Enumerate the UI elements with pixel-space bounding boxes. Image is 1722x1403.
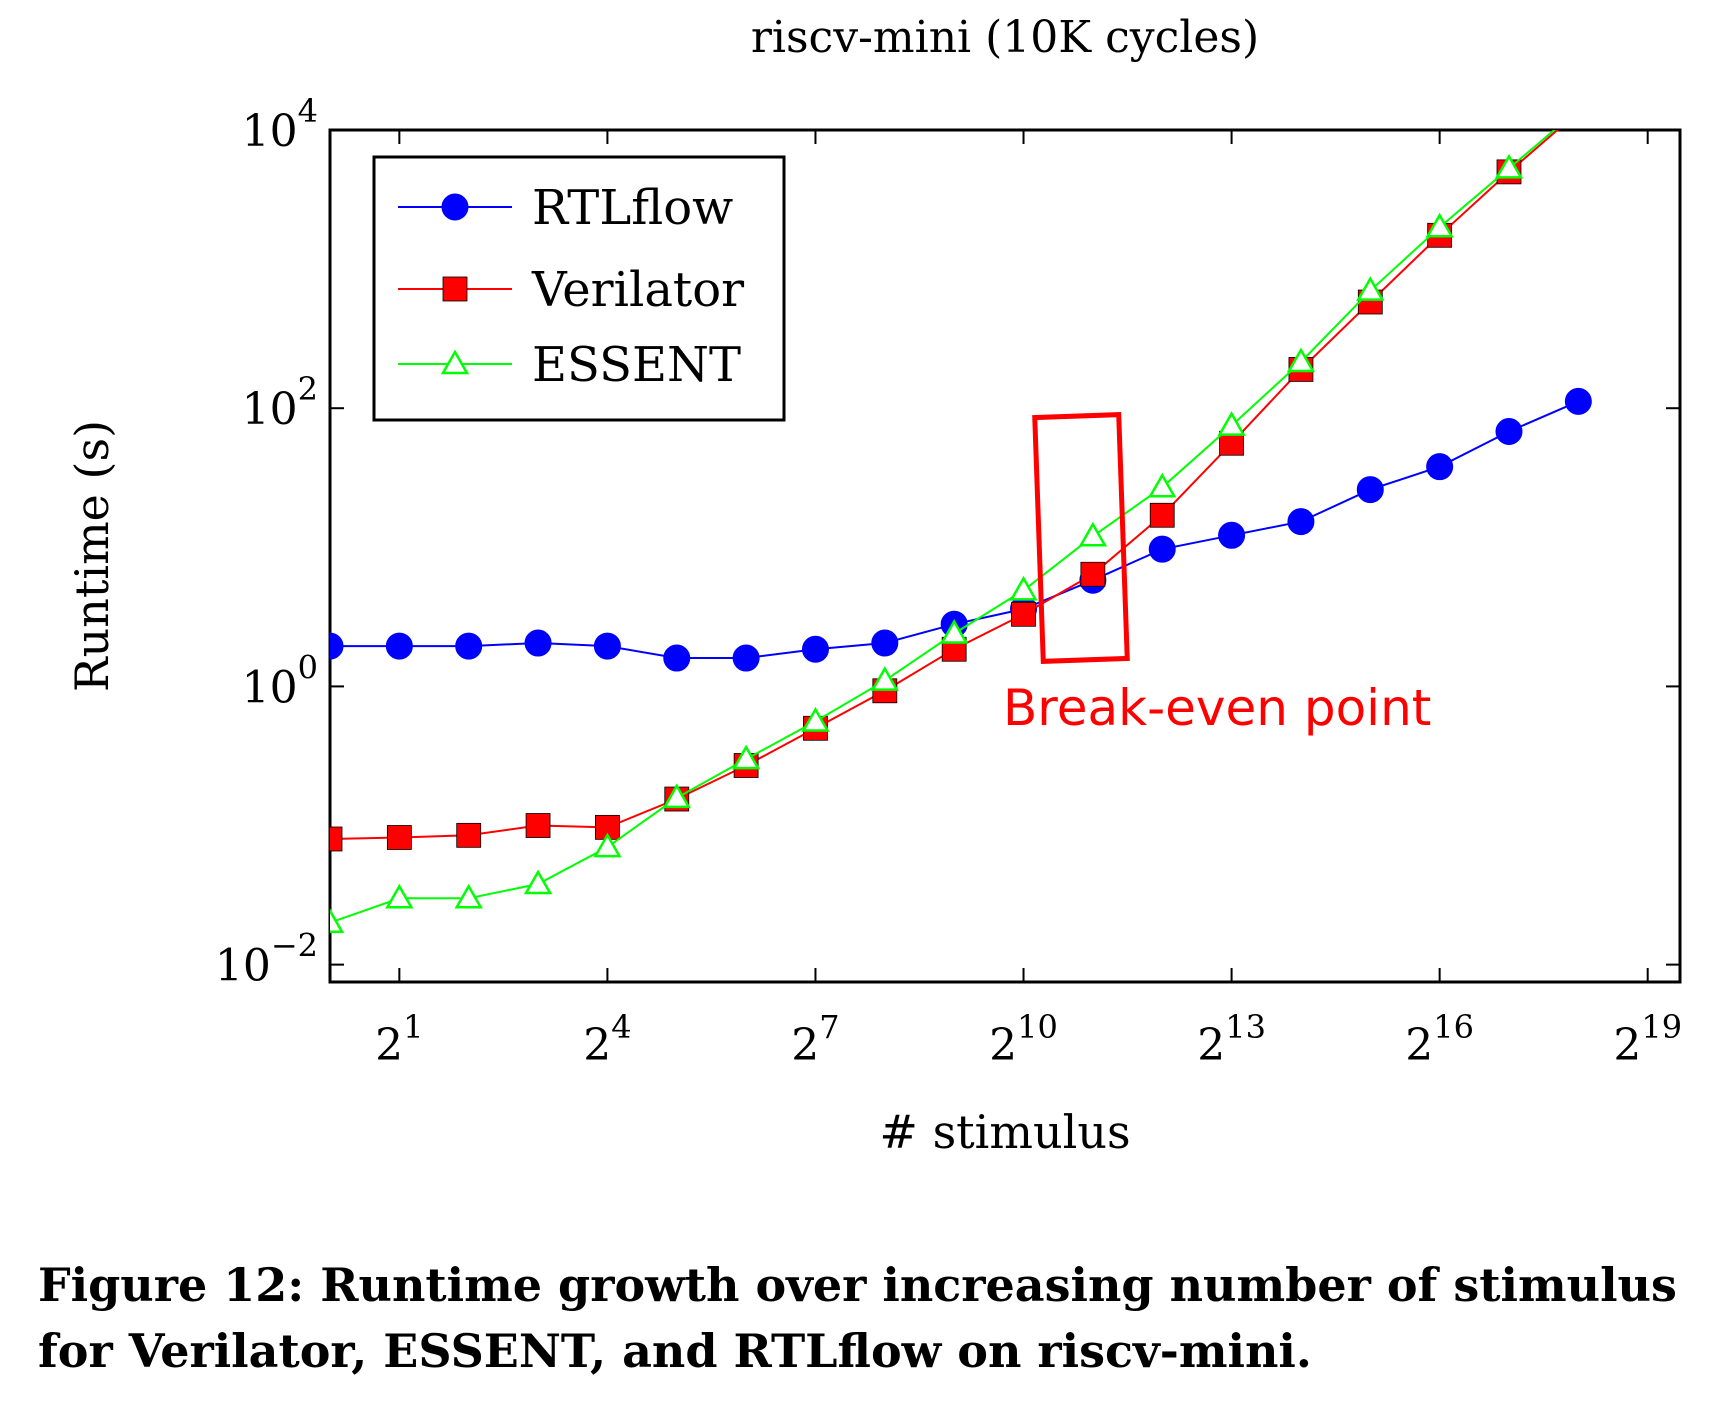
y-tick-label: 10−2 [215,927,318,992]
x-tick-exp: 19 [1641,1008,1682,1046]
x-tick-base: 2 [583,1020,611,1071]
data-point [385,632,413,660]
y-axis-label: Runtime (s) [65,420,119,692]
plot-area [328,128,1682,984]
y-tick-exp: −2 [271,927,318,965]
data-point [330,826,343,852]
x-tick-base: 2 [1197,1020,1225,1071]
data-point [593,632,621,660]
x-tick-label: 219 [1613,1008,1682,1071]
data-point [940,619,969,644]
data-point [1494,153,1524,179]
data-point [386,825,412,850]
legend-label: ESSENT [532,337,741,393]
break-even-box [1032,412,1130,664]
y-tick-label: 104 [242,92,318,157]
y-tick-exp: 2 [298,370,318,408]
data-point [454,883,483,909]
figure-caption: Figure 12: Runtime growth over increasin… [38,1258,1677,1378]
x-axis: 21 24 27 210 213 216 219 [375,130,1682,1071]
data-point [455,632,483,660]
legend-item: ESSENT [398,337,741,393]
legend-label: RTLflow [532,180,733,236]
y-tick-base: 10 [242,106,298,157]
y-tick-exp: 0 [298,648,318,686]
x-axis-label: # stimulus [879,1105,1130,1159]
x-tick-base: 2 [989,1020,1017,1071]
y-tick-label: 102 [242,370,318,435]
data-point [1566,98,1590,119]
legend-label: Verilator [531,262,744,318]
data-point [663,644,691,672]
series-layer [330,98,1592,933]
x-tick-exp: 4 [611,1008,631,1046]
x-tick-label: 27 [791,1008,839,1071]
y-tick-base: 10 [242,662,298,713]
data-point [1149,502,1175,528]
y-tick-base: 10 [215,941,271,992]
data-point [870,666,899,691]
data-point [1425,212,1454,238]
x-tick-label: 210 [989,1008,1058,1071]
x-tick-exp: 16 [1433,1008,1474,1046]
x-tick-label: 216 [1405,1008,1474,1071]
data-point [1217,411,1246,436]
y-tick-label: 100 [242,648,318,713]
data-point [662,783,691,809]
x-tick-label: 21 [375,1008,423,1071]
legend-marker [442,276,468,302]
data-point [731,744,761,770]
data-point [524,629,552,657]
legend: RTLflow Verilator ESSENT [372,155,786,422]
data-point [1287,508,1315,536]
data-point [1426,453,1454,481]
data-point [456,822,482,848]
data-point [1080,561,1106,587]
x-tick-base: 2 [375,1020,403,1071]
data-point [1495,418,1523,446]
x-tick-label: 24 [583,1008,631,1071]
y-tick-exp: 4 [298,92,318,130]
legend-marker [441,193,469,221]
data-point [1356,276,1385,301]
chart-title: riscv-mini (10K cycles) [751,12,1259,63]
data-point [330,632,344,660]
data-point [1286,347,1316,373]
data-point [1218,521,1246,549]
legend-item: Verilator [398,262,744,318]
series-essent [330,98,1590,933]
legend-item: RTLflow [398,180,733,236]
data-point [1011,601,1036,627]
x-tick-base: 2 [1613,1020,1641,1071]
data-point [801,635,829,663]
x-tick-base: 2 [1405,1020,1433,1071]
y-tick-base: 10 [242,384,298,435]
data-point [523,869,553,895]
data-point [1566,100,1590,124]
data-point [1009,575,1038,601]
x-tick-exp: 7 [819,1008,839,1046]
data-point [1148,535,1176,563]
data-point [871,629,899,657]
x-tick-exp: 1 [403,1008,423,1046]
legend-marker [440,349,470,375]
data-point [385,883,414,909]
x-tick-label: 213 [1197,1008,1266,1071]
data-point [1148,472,1177,498]
data-point [732,644,760,672]
data-point [1078,521,1108,547]
data-point [330,908,345,933]
data-point [593,832,622,858]
x-tick-exp: 13 [1225,1008,1266,1046]
data-point [525,813,551,838]
data-point [1564,387,1592,415]
data-point [1356,476,1384,504]
x-tick-exp: 10 [1017,1008,1058,1046]
data-point [801,706,830,732]
break-even-label: Break-even point [1003,679,1431,737]
x-tick-base: 2 [791,1020,819,1071]
